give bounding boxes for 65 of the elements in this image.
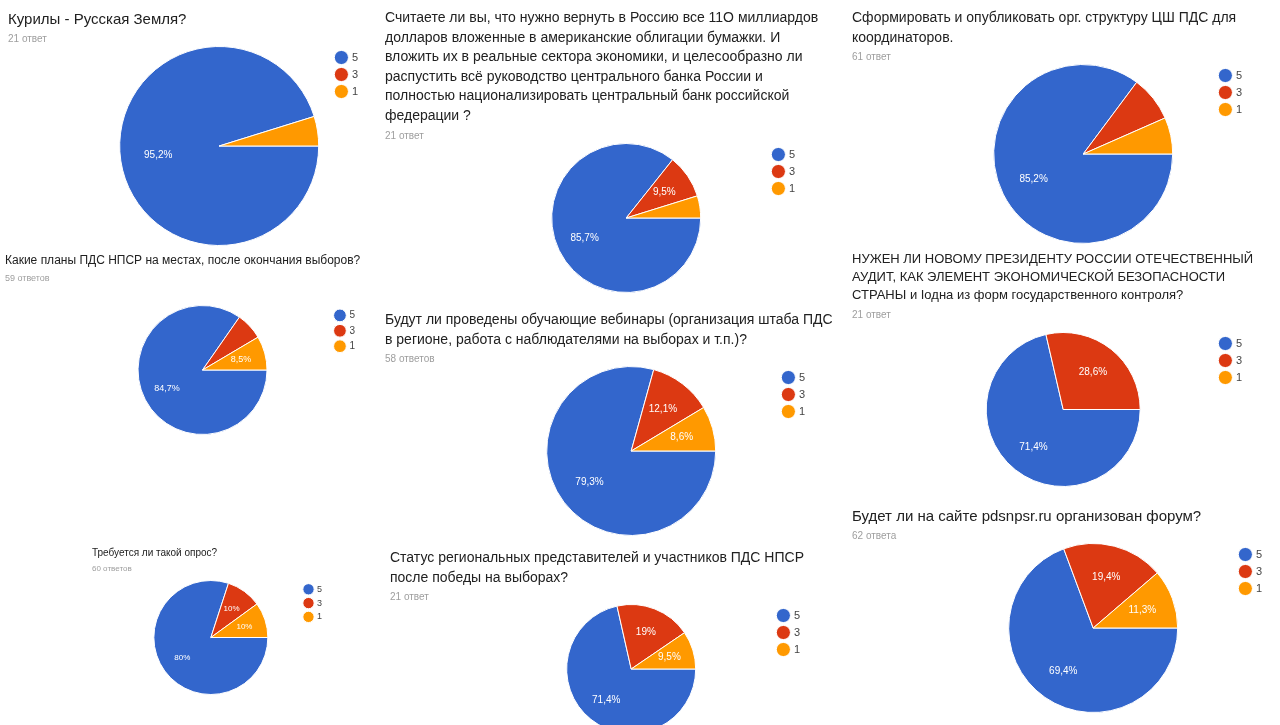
- data-label: 95,2%: [144, 149, 173, 161]
- data-label: 69,4%: [1049, 664, 1078, 676]
- legend-label: 5: [349, 308, 356, 320]
- chart-title: Сформировать и опубликовать орг. структуру ЦШ ПДС для координаторов.: [852, 8, 1238, 47]
- data-label: 71,4%: [592, 694, 621, 706]
- legend-label: 3: [316, 597, 323, 608]
- data-label: 84,7%: [154, 382, 180, 393]
- legend-label: 5: [788, 147, 796, 160]
- legend-label: 5: [1235, 68, 1243, 81]
- legend-label: 1: [793, 642, 801, 655]
- data-label: 28,6%: [1078, 365, 1108, 377]
- chart-title: Требуется ли такой опрос?: [92, 546, 219, 560]
- data-label: 8,5%: [230, 353, 252, 364]
- chart-title: Будут ли проведены обучающие вебинары (организация штаба ПДС в регионе, работа с наблюдателями на выборах и т.п.)?: [385, 310, 834, 349]
- data-label: 11,3%: [1128, 603, 1157, 615]
- data-label: 9,5%: [658, 651, 681, 663]
- legend-label: 1: [316, 611, 323, 622]
- data-label: 8,6%: [670, 430, 694, 442]
- data-label: 80%: [174, 653, 191, 663]
- text: 59 ответов: [5, 272, 51, 283]
- legend-label: 1: [788, 181, 796, 194]
- data-label: 10%: [236, 621, 253, 631]
- data-label: 71,4%: [1019, 440, 1048, 452]
- data-label: 79,3%: [575, 476, 604, 488]
- legend-label: 1: [798, 404, 806, 417]
- legend-label: 3: [351, 67, 359, 80]
- legend-label: 5: [798, 370, 806, 383]
- data-label: 9,5%: [652, 185, 676, 197]
- legend-label: 5: [316, 583, 323, 594]
- legend-label: 3: [793, 625, 801, 638]
- legend-label: 5: [793, 608, 801, 621]
- data-label: 10%: [223, 604, 240, 614]
- chart-title: Статус региональных представителей и участников ПДС НПСР после победы на выборах?: [390, 548, 805, 587]
- legend-label: 1: [1235, 102, 1243, 115]
- legend-label: 1: [349, 339, 356, 351]
- legend-label: 3: [1235, 85, 1243, 98]
- text: 21 ответ: [385, 129, 425, 141]
- legend-label: 5: [1255, 547, 1263, 560]
- chart-title: Курилы - Русская Земля?: [8, 9, 188, 29]
- legend-label: 5: [1235, 336, 1243, 349]
- text: 62 ответа: [852, 530, 898, 541]
- legend-label: 3: [1255, 564, 1263, 577]
- data-label: 19,4%: [1092, 571, 1121, 583]
- chart-title: Какие планы ПДС НПСР на местах, после окончания выборов?: [5, 252, 362, 269]
- chart-title: Считаете ли вы, что нужно вернуть в Россию все 11О миллиардов долларов вложенные в американские облигации бумажки. И вложить их в реальные сектора экономики, и целесообразно ли распустить всё руководство центрального банка России и полностью национализировать центральный банк российской федерации ?: [385, 8, 820, 125]
- chart-title: Будет ли на сайте pdsnpsr.ru организован форум?: [852, 506, 1203, 526]
- legend-label: 1: [1255, 581, 1263, 594]
- data-label: 19%: [635, 625, 656, 637]
- text: 21 ответ: [852, 308, 892, 320]
- text: 21 ответ: [8, 33, 48, 44]
- legend-label: 3: [788, 164, 796, 177]
- legend-label: 5: [351, 50, 359, 63]
- legend-label: 3: [1235, 353, 1243, 366]
- data-label: 85,2%: [1019, 172, 1048, 184]
- text: 21 ответ: [390, 591, 430, 603]
- legend-label: 1: [1235, 370, 1243, 383]
- chart-subtitle: 60 ответов: [92, 564, 133, 573]
- legend-label: 3: [798, 387, 806, 400]
- data-label: 12,1%: [648, 403, 678, 415]
- text: 61 ответ: [852, 51, 892, 63]
- chart-title: НУЖЕН ЛИ НОВОМУ ПРЕЗИДЕНТУ РОССИИ ОТЕЧЕСТВЕННЫЙ АУДИТ, КАК ЭЛЕМЕНТ ЭКОНОМИЧЕСКОЙ БЕЗОПАСНОСТИ СТРАНЫ и Iодна из форм государственного контроля?: [852, 250, 1255, 305]
- data-label: 85,7%: [570, 231, 599, 243]
- legend-label: 3: [349, 324, 356, 336]
- text: 58 ответов: [385, 353, 436, 365]
- legend-label: 1: [351, 84, 359, 97]
